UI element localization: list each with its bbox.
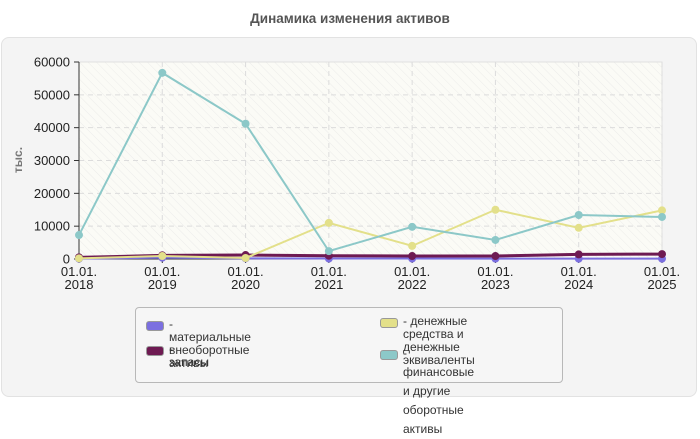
data-point[interactable] [491,252,500,261]
data-point[interactable] [241,254,250,263]
data-point[interactable] [658,250,666,259]
series-line [78,208,663,260]
x-tick-label: 2018 [65,277,94,292]
series-line [78,256,662,260]
data-point[interactable] [158,68,167,77]
x-tick-label: 01.01. [144,264,180,279]
data-point[interactable] [241,119,250,128]
data-point[interactable] [408,241,417,250]
data-point[interactable] [574,211,583,220]
data-point[interactable] [491,235,500,244]
x-tick-label: 2019 [148,277,177,292]
data-point[interactable] [574,223,583,232]
data-series [75,68,666,263]
x-tick-label: 01.01. [311,264,347,279]
x-tick-label: 01.01. [227,264,263,279]
x-tick-label: 01.01. [561,264,597,279]
legend-label: финансовые и другие оборотные активы [403,344,474,439]
x-tick-label: 2023 [481,277,510,292]
y-tick-label: 50000 [34,87,70,102]
series-line [78,252,663,259]
data-point[interactable] [574,250,583,259]
y-tick-label: 60000 [34,55,70,70]
y-tick-label: 30000 [34,153,70,168]
data-point[interactable] [75,254,83,263]
data-point[interactable] [408,252,417,261]
data-point[interactable] [658,206,666,215]
y-axis-label: тыс. [11,147,25,173]
chart-title: Динамика изменения активов [250,11,450,26]
data-point[interactable] [158,252,167,261]
x-tick-label: 2022 [398,277,427,292]
y-tick-label: 40000 [34,120,70,135]
data-point[interactable] [408,222,417,231]
data-point[interactable] [75,231,83,240]
x-tick-label: 2024 [564,277,593,292]
legend-swatch-icon [380,318,398,328]
y-tick-label: 0 [63,252,70,267]
data-point[interactable] [491,205,500,214]
legend-swatch-icon [380,350,398,360]
data-point[interactable] [658,212,666,221]
x-tick-label: 2025 [648,277,677,292]
x-tick-label: 2020 [231,277,260,292]
data-point[interactable] [324,247,333,256]
x-tick-label: 01.01. [394,264,430,279]
legend-label: запасы [169,343,209,369]
x-tick-label: 01.01. [477,264,513,279]
series-line [78,71,663,253]
y-tick-label: 20000 [34,186,70,201]
data-point[interactable] [324,218,333,227]
legend-swatch-icon [146,346,164,356]
y-tick-label: 10000 [34,219,70,234]
legend-swatch-icon [146,321,164,331]
y-axis-tick-labels: 0 10000 20000 30000 40000 50000 60000 [34,55,70,267]
legend: материальные внеоборотные активы запасы … [135,307,563,436]
x-axis-tick-labels: 01.01.201801.01.201901.01.202001.01.2021… [61,264,680,292]
x-tick-label: 2021 [314,277,343,292]
x-tick-label: 01.01. [61,264,97,279]
x-tick-label: 01.01. [644,264,680,279]
